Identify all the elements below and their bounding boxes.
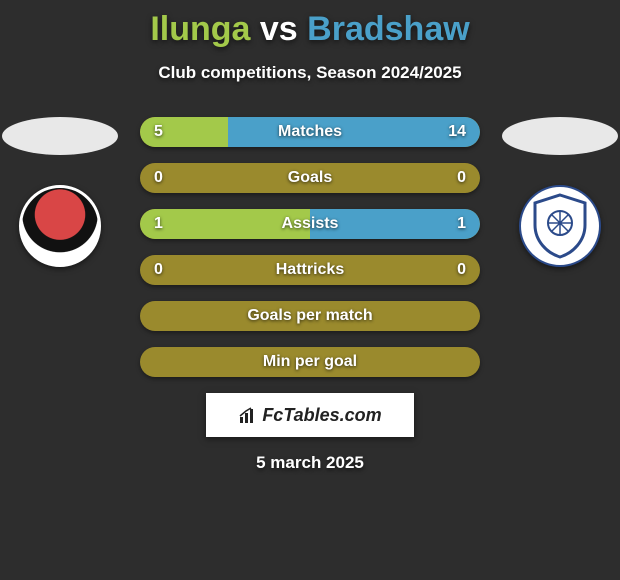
player2-name: Bradshaw — [307, 10, 470, 48]
stat-value-right: 0 — [457, 261, 466, 279]
stat-row: 1 1 Assists — [140, 209, 480, 239]
stat-fill-right — [228, 117, 480, 147]
content-area: 5 14 Matches 0 0 Goals 1 1 Assists 0 0 Hattricks Goa… — [0, 103, 620, 513]
stat-row: Min per goal — [140, 347, 480, 377]
source-banner-text: FcTables.com — [238, 405, 381, 426]
stat-value-right: 14 — [448, 123, 466, 141]
comparison-title: Ilunga vs Bradshaw — [0, 0, 620, 49]
stat-value-left: 0 — [154, 261, 163, 279]
player1-club-crest — [19, 185, 101, 267]
stat-row: 0 0 Goals — [140, 163, 480, 193]
player1-name: Ilunga — [150, 10, 250, 48]
source-banner: FcTables.com — [206, 393, 414, 437]
player2-club-crest — [519, 185, 601, 267]
shield-icon — [525, 191, 595, 261]
source-text: FcTables.com — [262, 405, 381, 426]
player2-oval — [502, 117, 618, 155]
date-text: 5 march 2025 — [256, 453, 364, 473]
stats-bars: 5 14 Matches 0 0 Goals 1 1 Assists 0 0 Hattricks Goa… — [140, 117, 480, 393]
stat-value-left: 1 — [154, 215, 163, 233]
stat-value-left: 5 — [154, 123, 163, 141]
stat-label: Hattricks — [276, 261, 344, 279]
stat-row: 5 14 Matches — [140, 117, 480, 147]
subtitle: Club competitions, Season 2024/2025 — [0, 63, 620, 83]
stat-label: Matches — [278, 123, 342, 141]
chart-icon — [238, 405, 258, 425]
stat-row: 0 0 Hattricks — [140, 255, 480, 285]
stat-label: Goals — [288, 169, 332, 187]
stat-row: Goals per match — [140, 301, 480, 331]
stat-value-left: 0 — [154, 169, 163, 187]
stat-value-right: 0 — [457, 169, 466, 187]
vs-text: vs — [260, 10, 298, 48]
stat-label: Min per goal — [263, 353, 357, 371]
stat-label: Assists — [282, 215, 339, 233]
stat-value-right: 1 — [457, 215, 466, 233]
player1-oval — [2, 117, 118, 155]
stat-label: Goals per match — [247, 307, 372, 325]
